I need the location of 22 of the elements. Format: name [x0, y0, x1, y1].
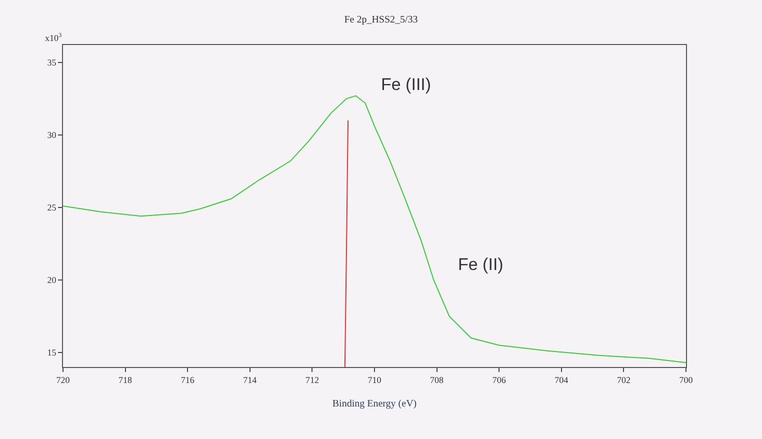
- y-tick-label: 25: [47, 202, 57, 213]
- y-tick-label: 15: [47, 348, 57, 358]
- text: x10$^{3}$: [45, 32, 62, 43]
- x-axis-title: Binding Energy (eV): [332, 398, 417, 410]
- y-tick-label: 35: [47, 58, 57, 68]
- x-tick-label: 720: [56, 374, 70, 385]
- annotation: Fe (II): [458, 255, 504, 274]
- line-series: [63, 95, 686, 364]
- x-tick-label: 708: [430, 374, 444, 385]
- y-tick-label: 30: [47, 130, 57, 140]
- x-tick-label: 704: [554, 374, 569, 385]
- x-tick-label: 714: [243, 374, 258, 385]
- x-tick-label: 710: [368, 374, 382, 385]
- x-tick-label: 706: [492, 374, 506, 385]
- x-tick-label: 716: [180, 374, 195, 385]
- x-tick-label: 700: [679, 374, 694, 385]
- y-tick-label: 20: [47, 275, 57, 286]
- x-tick-label: 718: [118, 374, 133, 385]
- x-tick-label: 702: [616, 374, 630, 385]
- chart-title: Fe 2p_HSS2_5/33: [344, 14, 418, 26]
- x-tick-label: 712: [305, 374, 319, 385]
- annotation: Fe (III): [381, 75, 432, 94]
